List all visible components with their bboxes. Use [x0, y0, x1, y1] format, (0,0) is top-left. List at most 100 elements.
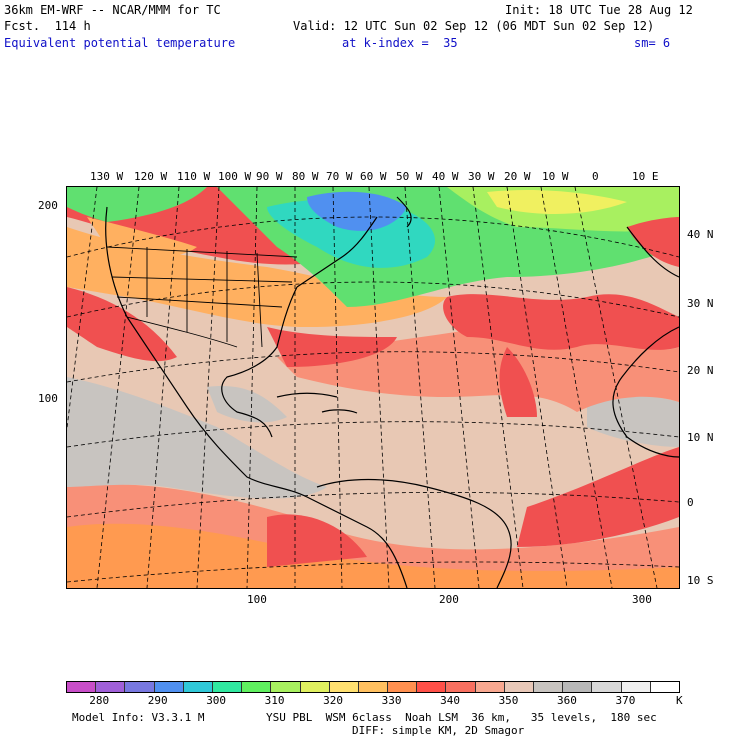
lon-label-14: 10 E [632, 170, 659, 183]
colorbar-swatch-1 [96, 682, 126, 692]
colorbar-swatch-10 [358, 682, 389, 692]
cold-core-blue [307, 191, 407, 231]
colorbar-swatch-16 [534, 682, 564, 692]
lat-line-0 [66, 492, 680, 518]
colorbar-swatch-18 [592, 682, 622, 692]
lon-label-10: 30 W [468, 170, 495, 183]
gray-band-west [67, 377, 327, 499]
smoothing-label: sm= 6 [634, 36, 671, 50]
colorbar-swatch-17 [563, 682, 593, 692]
coastlines [105, 196, 680, 589]
us-east-gulf-coast [221, 286, 298, 438]
lat-line-40n [66, 216, 680, 258]
lon-label-4: 90 W [256, 170, 283, 183]
lon-label-1: 120 W [134, 170, 168, 183]
south-america-red [267, 514, 367, 567]
physics-info: YSU PBL WSM 6class Noah LSM 36 km, 35 le… [266, 711, 657, 724]
colorbar-swatch-8 [300, 682, 330, 692]
colorbar-label-360: 360 [557, 694, 577, 707]
map-panel [46, 186, 680, 589]
colorbar-swatch-2 [125, 682, 155, 692]
lat-line-10n [66, 421, 680, 448]
lon-line-90w [246, 186, 258, 589]
gray-band-gulf [207, 386, 287, 423]
lon-line-70w [332, 186, 343, 589]
colorbar-swatch-12 [417, 682, 447, 692]
us-mexico-border [126, 316, 238, 348]
colorbar-swatch-11 [388, 682, 418, 692]
hispaniola [321, 409, 358, 414]
colorbar [66, 681, 680, 693]
grid-label-bottom-100: 100 [247, 593, 267, 606]
model-info: Model Info: V3.3.1 M [72, 711, 205, 724]
diffusion-info: DIFF: simple KM, 2D Smagor [352, 724, 525, 737]
lon-line-60w [368, 186, 390, 589]
lon-label-6: 70 W [326, 170, 353, 183]
level-label: at k-index = 35 [342, 36, 458, 50]
colorbar-label-350: 350 [498, 694, 519, 707]
lon-line-30w [472, 186, 524, 589]
lat-label-4: 0 [687, 496, 694, 509]
colorbar-swatch-14 [475, 682, 505, 692]
lat-label-2: 20 N [687, 364, 714, 377]
cuba [276, 392, 338, 398]
gulf-stream-red [267, 327, 397, 367]
lon-label-7: 60 W [360, 170, 387, 183]
west-coast-red [67, 287, 177, 362]
colorbar-label-290: 290 [147, 694, 168, 707]
lon-label-5: 80 W [292, 170, 319, 183]
lon-line-10w [540, 186, 613, 589]
lon-line-20w [506, 186, 568, 589]
colorbar-swatch-0 [67, 682, 97, 692]
south-america-north-coast [316, 478, 512, 589]
colorbar-label-340: 340 [440, 694, 460, 707]
state-lines-vertical [146, 247, 263, 348]
colorbar-swatch-4 [183, 682, 213, 692]
lon-label-2: 110 W [177, 170, 211, 183]
grid-label-bottom-300: 300 [632, 593, 652, 606]
colorbar-swatch-19 [621, 682, 651, 692]
valid-time: Valid: 12 UTC Sun 02 Sep 12 (06 MDT Sun … [293, 19, 655, 33]
colorbar-swatch-7 [271, 682, 301, 692]
lat-label-0: 40 N [687, 228, 714, 241]
lon-label-8: 50 W [396, 170, 423, 183]
lat-label-1: 30 N [687, 297, 714, 310]
new-england-coast [296, 216, 378, 288]
europe-red [627, 217, 679, 267]
lat-line-20n [66, 351, 680, 383]
africa-west-coast [612, 326, 680, 458]
colorbar-swatch-13 [446, 682, 476, 692]
state-lines-horizontal [111, 276, 293, 308]
political-borders [106, 246, 298, 348]
grid-label-left-200: 200 [38, 199, 58, 212]
midatlantic-red-tongue [499, 347, 537, 417]
us-canada-border [106, 246, 298, 258]
colorbar-label-310: 310 [264, 694, 285, 707]
colorbar-swatch-6 [242, 682, 272, 692]
init-time: Init: 18 UTC Tue 28 Aug 12 [505, 3, 693, 17]
lon-label-12: 10 W [542, 170, 569, 183]
americas-west-coast [105, 206, 408, 589]
plains-orange [87, 217, 197, 257]
lon-label-11: 20 W [504, 170, 531, 183]
gray-band-east [587, 395, 679, 447]
colorbar-swatch-15 [504, 682, 534, 692]
colorbar-label-320: 320 [323, 694, 344, 707]
lat-label-3: 10 N [687, 431, 714, 444]
colorbar-label-280: 280 [89, 694, 110, 707]
colorbar-label-300: 300 [206, 694, 227, 707]
theta-e-map [46, 186, 680, 589]
europe-coast [626, 226, 680, 278]
colorbar-label-370: 370 [615, 694, 636, 707]
field-name: Equivalent potential temperature [4, 36, 236, 50]
colorbar-swatch-20 [650, 682, 679, 692]
colorbar-label-330: 330 [381, 694, 402, 707]
colorbar-swatch-9 [329, 682, 359, 692]
lon-label-0: 130 W [90, 170, 124, 183]
colorbar-swatch-5 [212, 682, 243, 692]
lat-line-30n [66, 281, 680, 318]
atlantic-red-band [443, 294, 679, 350]
south-orange-field [67, 523, 679, 588]
colorbar-unit: K [676, 694, 683, 707]
newfoundland [396, 196, 412, 228]
